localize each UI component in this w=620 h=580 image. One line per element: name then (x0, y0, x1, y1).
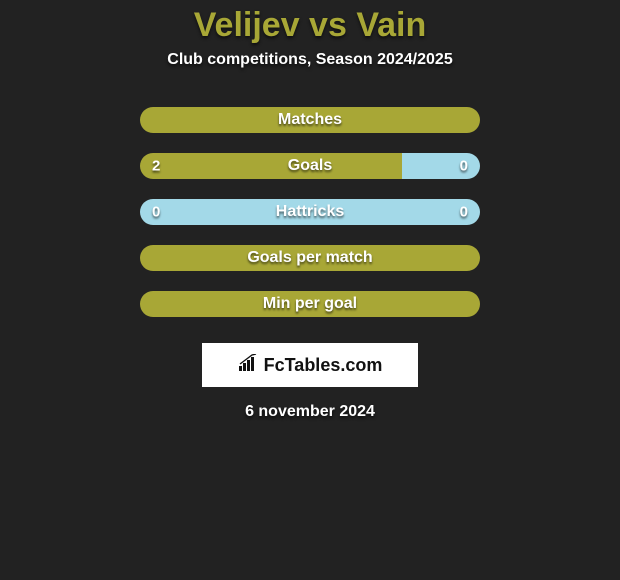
page-title: Velijev vs Vain (194, 6, 427, 45)
logo-chart-icon (238, 354, 260, 377)
stat-row: Goals per match (140, 245, 480, 271)
stat-bar: Min per goal (140, 291, 480, 317)
footer-date: 6 november 2024 (245, 403, 375, 421)
stat-label: Hattricks (276, 203, 344, 221)
stat-row: Min per goal (140, 291, 480, 317)
stat-label: Goals per match (247, 249, 372, 267)
stat-rows-container: Matches Goals 2 0 Hattricks 0 0 Goals per match… (140, 107, 480, 337)
stat-bar: Hattricks 0 0 (140, 199, 480, 225)
stat-value-left: 2 (152, 158, 160, 175)
stat-label: Min per goal (263, 295, 357, 313)
stat-value-right: 0 (460, 204, 468, 221)
stat-row: Hattricks 0 0 (140, 199, 480, 225)
stat-bar-right-fill (402, 153, 480, 179)
stat-value-right: 0 (460, 158, 468, 175)
stat-bar: Matches (140, 107, 480, 133)
stat-label: Goals (288, 157, 332, 175)
page-subtitle: Club competitions, Season 2024/2025 (167, 51, 452, 69)
footer-logo-box: FcTables.com (202, 343, 418, 387)
stat-bar: Goals per match (140, 245, 480, 271)
footer-logo-text: FcTables.com (264, 355, 383, 376)
stat-bar: Goals 2 0 (140, 153, 480, 179)
stat-label: Matches (278, 111, 342, 129)
stat-value-left: 0 (152, 204, 160, 221)
stat-row: Matches (140, 107, 480, 133)
stat-row: Goals 2 0 (140, 153, 480, 179)
stat-bar-left-fill (140, 153, 402, 179)
